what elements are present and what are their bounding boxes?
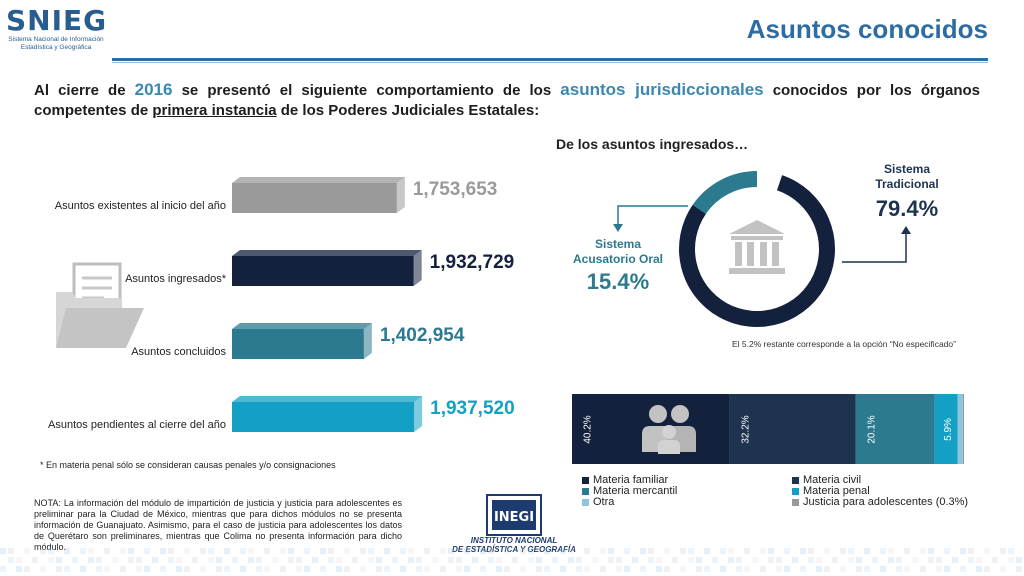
bar-category-label: Asuntos pendientes al cierre del año [48, 419, 226, 431]
bar [232, 250, 422, 286]
intro-highlight: asuntos jurisdiccionales [560, 80, 764, 99]
stacked-value-label: 20.1% [866, 415, 878, 444]
footnote: * En materia penal sólo se consideran ca… [40, 460, 336, 470]
oral-value: 15.4% [586, 269, 650, 294]
bar-value-label: 1,937,520 [430, 398, 515, 419]
trad-label-1: Sistema [883, 162, 931, 176]
title-rule-thin [112, 62, 988, 63]
donut-slice [692, 171, 757, 214]
intro-underlined: primera instancia [152, 102, 277, 119]
bar-value-label: 1,402,954 [379, 325, 465, 346]
stacked-segment [729, 394, 856, 464]
elbow-arrow-icon [842, 226, 911, 263]
donut-note: El 5.2% restante corresponde a la opción… [732, 339, 956, 349]
bar-value-label: 1,932,729 [429, 252, 515, 273]
stacked-segment [934, 394, 958, 464]
folder-document-icon [56, 262, 144, 348]
bar [232, 396, 423, 432]
page-title: Asuntos conocidos [746, 14, 988, 44]
logo-subtitle-2: Estadística y Geográfica [20, 44, 92, 51]
logo-subtitle-1: Sistema Nacional de Información [8, 36, 104, 43]
nota-paragraph: NOTA: La información del módulo de impar… [34, 498, 402, 552]
oral-label: Sistema Acusatorio Oral [560, 237, 676, 267]
intro-text-3: conocidos por los órganos competentes de [34, 82, 980, 119]
stacked-value-label: 32.2% [740, 415, 752, 444]
legend-item: Otra [582, 496, 614, 508]
stacked-segment [962, 394, 964, 464]
intro-text-1: Al cierre de [34, 82, 135, 99]
legend-swatch [792, 498, 799, 506]
stacked-value-label: 40.2% [582, 415, 594, 444]
snieg-logo: SNIEG Sistema Nacional de Información Es… [6, 6, 116, 58]
courthouse-icon [729, 220, 785, 274]
stacked-value-label: 1.3% [965, 418, 977, 441]
sistema-donut-chart [679, 171, 835, 327]
legend-swatch [582, 476, 589, 484]
legend-swatch [792, 487, 799, 495]
legend-item: Materia civil [792, 474, 861, 486]
intro-year: 2016 [134, 80, 173, 99]
stacked-segment [957, 394, 963, 464]
inegi-logo: INEGI INSTITUTO NACIONAL DE ESTADÍSTICA … [444, 494, 584, 562]
legend-label: Otra [593, 496, 615, 508]
bar-category-label: Asuntos concluidos [131, 346, 226, 358]
stacked-value-label: 5.9% [942, 418, 954, 441]
logo-word: SNIEG [6, 4, 108, 37]
decorative-dot-band [0, 548, 1022, 572]
trad-label: Sistema Tradicional [852, 162, 962, 192]
inegi-logo-word: INEGI [494, 510, 534, 525]
inegi-emblem-icon: INEGI [486, 494, 542, 536]
donut-slice [757, 171, 783, 191]
inegi-name-2: DE ESTADÍSTICA Y GEOGRAFÍA [452, 545, 576, 554]
people-group-icon [642, 405, 696, 454]
legend-label: Materia familiar [593, 474, 669, 486]
legend-item: Materia mercantil [582, 485, 677, 497]
trad-label-2: Tradicional [875, 177, 939, 191]
trad-value: 79.4% [875, 196, 939, 221]
bar [232, 323, 372, 359]
elbow-arrow-icon [613, 205, 688, 232]
legend-label: Materia civil [803, 474, 862, 486]
intro-text-2: se presentó el siguiente comportamiento … [172, 82, 561, 99]
legend-label: Justicia para adolescentes (0.3%) [803, 496, 969, 508]
bar-category-label: Asuntos existentes al inicio del año [54, 200, 226, 212]
bar-category-label: Asuntos ingresados* [125, 273, 226, 285]
legend-label: Materia mercantil [593, 485, 678, 497]
oral-label-2: Acusatorio Oral [572, 252, 664, 266]
materia-stacked-bar [572, 394, 964, 464]
bar [232, 177, 405, 213]
bar-value-label: 1,753,653 [412, 179, 498, 200]
legend-item: Justicia para adolescentes (0.3%) [792, 496, 968, 508]
legend-swatch [582, 498, 589, 506]
legend-item: Materia familiar [582, 474, 668, 486]
inegi-name-1: INSTITUTO NACIONAL [470, 536, 558, 545]
legend-swatch [582, 487, 589, 495]
stacked-segment [855, 394, 935, 464]
oral-label-1: Sistema [594, 237, 642, 251]
intro-paragraph: Al cierre de 2016 se presentó el siguien… [34, 80, 980, 121]
legend-item: Materia penal [792, 485, 870, 497]
legend-swatch [792, 476, 799, 484]
intro-text-4: de los Poderes Judiciales Estatales: [276, 102, 540, 119]
title-rule [112, 58, 988, 61]
donut-subtitle: De los asuntos ingresados… [556, 136, 749, 152]
legend-label: Materia penal [803, 485, 870, 497]
